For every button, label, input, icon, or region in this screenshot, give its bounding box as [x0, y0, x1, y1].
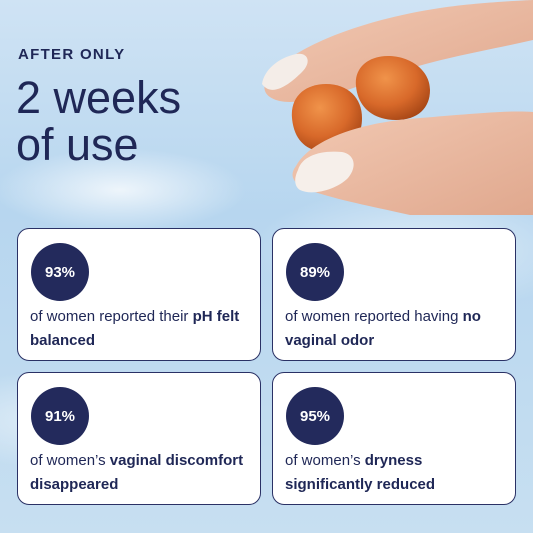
- stat-badge-2: 89%: [286, 243, 344, 301]
- stat-card-1: 93% of women reported their pH felt bala…: [17, 228, 261, 361]
- stat-description-2: of women reported having no vaginal odor: [285, 308, 481, 349]
- gummy-right: [355, 56, 430, 120]
- thumb-shape: [264, 0, 533, 102]
- stat-description-3: of women’s vaginal discomfort disappeare…: [30, 452, 244, 493]
- hand-holding-gummies-image: [262, 0, 533, 215]
- stat-description-4: of women’s dryness significantly reduced: [285, 452, 436, 493]
- stat-description-1: of women reported their pH felt balanced: [30, 308, 240, 349]
- stat-badge-1: 93%: [31, 243, 89, 301]
- stat-card-3: 91% of women’s vaginal discomfort disapp…: [17, 372, 261, 505]
- eyebrow-text: AFTER ONLY: [18, 46, 126, 63]
- stat-card-2: 89% of women reported having no vaginal …: [272, 228, 516, 361]
- thumbnail-shape: [262, 53, 308, 90]
- headline: 2 weeks of use: [16, 74, 246, 168]
- fingernail-shape: [295, 151, 354, 193]
- stat-badge-3: 91%: [31, 387, 89, 445]
- stat-card-4: 95% of women’s dryness significantly red…: [272, 372, 516, 505]
- headline-line-2: of use: [16, 119, 139, 170]
- finger-shape: [292, 111, 533, 215]
- stat-badge-4: 95%: [286, 387, 344, 445]
- headline-line-1: 2 weeks: [16, 72, 182, 123]
